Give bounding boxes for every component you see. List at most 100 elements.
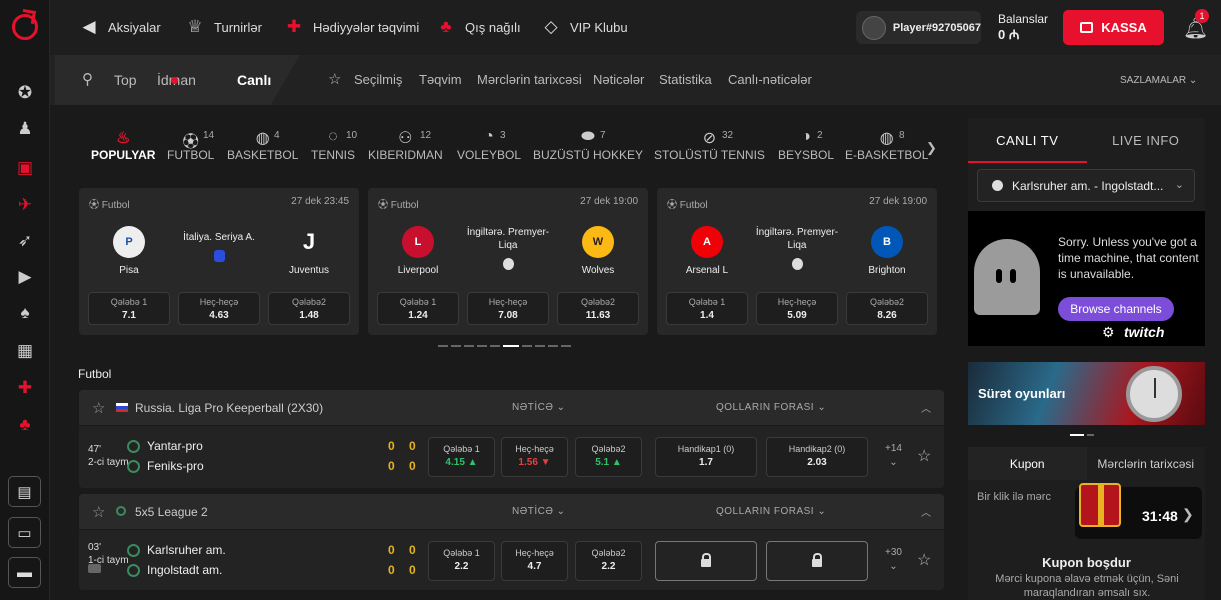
speed-games-banner[interactable]: Sürət oyunları [968, 362, 1205, 425]
odd-button[interactable]: Heç-heçə 4.63 [178, 292, 260, 325]
nav-winter-tale[interactable]: ♣ Qış nağılı [435, 17, 520, 37]
settings-menu[interactable]: SAZLAMALAR ⌄ [1120, 75, 1198, 86]
poker-icon[interactable]: ♠ [20, 303, 30, 322]
tab-live-info[interactable]: LIVE INFO [1112, 133, 1180, 148]
id-card-icon[interactable]: ▤ [8, 476, 41, 507]
chevron-up-icon[interactable]: ︿ [921, 508, 931, 519]
featured-match-card[interactable]: ⚽︎ Futbol 27 dek 19:00 A Arsenal L İngiltə… [657, 188, 937, 335]
tab-coupon[interactable]: Kupon [968, 447, 1087, 480]
tab-coupon-history[interactable]: Mərclərin tarixcəsi [1097, 457, 1195, 471]
wallet-icon[interactable]: ▬ [8, 557, 41, 588]
result-column[interactable]: NƏTİCƏ ⌄ [512, 402, 566, 413]
chevron-up-icon[interactable]: ︿ [921, 404, 931, 415]
new-games-icon[interactable]: ▣ [16, 158, 34, 177]
one-click-bet-label[interactable]: Bir klik ilə mərc [977, 491, 1051, 503]
banner-pager[interactable] [1070, 434, 1094, 436]
odd-button[interactable]: Heç-heçə 4.7 [501, 541, 568, 581]
odd-button[interactable]: Qələbə2 2.2 [575, 541, 642, 581]
sport-tennis[interactable]: ◌ 10 TENNIS [311, 128, 358, 162]
sport-esports[interactable]: ⚇ 12 KIBERIDMAN [368, 130, 443, 162]
live-casino-icon[interactable]: ♟ [17, 119, 33, 138]
nav-gift-calendar[interactable]: ✚ Hədiyyələr təqvimi [283, 17, 419, 37]
sport-basketball[interactable]: ◍ 4 BASKETBOL [227, 130, 299, 162]
brand-logo[interactable] [12, 14, 38, 40]
kassa-button[interactable]: KASSA [1063, 10, 1164, 45]
odd-button[interactable]: Heç-heçə 5.09 [756, 292, 838, 325]
chat-icon[interactable]: ▭ [8, 517, 41, 548]
locked-market [655, 541, 757, 581]
premier-league-icon [502, 258, 514, 270]
nav-promotions[interactable]: ◀ Aksiyalar [78, 17, 160, 37]
tab-live-tv[interactable]: CANLI TV [968, 118, 1087, 163]
away-team: W Wolves [563, 226, 633, 276]
rocket-icon[interactable]: ➶ [17, 231, 33, 250]
casino-icon[interactable]: ✪ [17, 83, 33, 102]
handicap-button[interactable]: Handikap1 (0) 1.7 [655, 437, 757, 477]
event-row[interactable]: 47' 2-ci taym Yantar-pro Feniks-pro 0 0 0… [79, 426, 944, 488]
handicap-button[interactable]: Handikap2 (0) 2.03 [766, 437, 868, 477]
featured-match-card[interactable]: ⚽︎ Futbol 27 dek 23:45 P Pisa İtaliya. Ser… [79, 188, 359, 335]
nav-vip-club[interactable]: ◇ VIP Klubu [540, 17, 627, 37]
tab-calendar[interactable]: Təqvim [419, 72, 462, 87]
league-header[interactable]: ☆ 5x5 League 2 NƏTİCƏ ⌄ QOLLARIN FORASI … [79, 494, 944, 529]
result-column[interactable]: NƏTİCƏ ⌄ [512, 506, 566, 517]
tv-games-icon[interactable]: ▶ [18, 267, 32, 286]
more-markets[interactable]: +14 ⌄ [885, 443, 902, 468]
odd-button[interactable]: Qələbə2 11.63 [557, 292, 639, 325]
sport-popular[interactable]: ♨ POPULYAR [91, 130, 156, 162]
tab-results[interactable]: Nəticələr [593, 72, 645, 87]
browse-channels-button[interactable]: Browse channels [1058, 297, 1174, 321]
handicap-column[interactable]: QOLLARIN FORASI ⌄ [716, 402, 827, 413]
star-icon[interactable]: ☆ [917, 552, 932, 569]
balance[interactable]: Balanslar 0 ₼ [998, 12, 1049, 42]
sport-table-tennis[interactable]: ⊘ 32 STOLÜSTÜ TENNIS [654, 130, 765, 162]
star-icon[interactable]: ☆ [92, 504, 106, 521]
event-row[interactable]: 03' 1-ci taym Karlsruher am. Ingolstadt a… [79, 530, 944, 590]
tab-bet-history[interactable]: Mərclərin tarixcəsi [477, 72, 582, 87]
player-profile[interactable]: Player#92705067 [856, 11, 981, 44]
pisa-crest-icon: P [113, 226, 145, 258]
odd-button[interactable]: Qələbə 1 4.15 ▲ [428, 437, 495, 477]
tree-icon[interactable]: ♣ [19, 415, 31, 434]
odd-button[interactable]: Qələbə2 8.26 [846, 292, 928, 325]
bingo-icon[interactable]: ▦ [16, 341, 34, 360]
sport-volleyball[interactable]: ◔ 3 VOLEYBOL [457, 128, 522, 162]
odd-button[interactable]: Qələbə 1 7.1 [88, 292, 170, 325]
odd-button[interactable]: Qələbə2 1.48 [268, 292, 350, 325]
tv-icon[interactable] [88, 564, 101, 573]
star-icon[interactable]: ☆ [917, 448, 932, 465]
league-header[interactable]: ☆ Russia. Liga Pro Keeperball (2X30) NƏT… [79, 390, 944, 425]
tab-live[interactable]: Canlı [237, 72, 272, 88]
channel-select[interactable]: Karlsruher am. - Ingolstadt... ⌄ [977, 169, 1195, 202]
odd-button[interactable]: Qələbə 1 2.2 [428, 541, 495, 581]
video-player[interactable]: Sorry. Unless you've got a time machine,… [968, 211, 1205, 346]
chevron-right-icon[interactable]: ❯ [926, 140, 937, 155]
tab-favorites[interactable]: Seçilmiş [354, 72, 403, 87]
sport-football[interactable]: ⚽︎ 14 FUTBOL [167, 130, 215, 162]
sport-ice-hockey[interactable]: ⬬ 7 BUZÜSTÜ HOKKEY [533, 128, 644, 162]
odd-button[interactable]: Heç-heçə 1.56 ▼ [501, 437, 568, 477]
featured-match-card[interactable]: ⚽︎ Futbol 27 dek 19:00 L Liverpool İngiltə… [368, 188, 648, 335]
star-icon[interactable]: ☆ [328, 71, 342, 88]
nav-tournaments[interactable]: ♕ Turnirlər [184, 17, 262, 37]
gift-timer-widget[interactable]: 31:48 ❯ [1075, 483, 1202, 539]
sport-baseball[interactable]: ◑ 2 BEYSBOL [778, 128, 835, 162]
odd-button[interactable]: Qələbə2 5.1 ▲ [575, 437, 642, 477]
sport-e-basketball[interactable]: ◍ 8 E-BASKETBOL [845, 130, 929, 162]
more-markets[interactable]: +30 ⌄ [885, 547, 902, 572]
odd-button[interactable]: Qələbə 1 1.24 [377, 292, 459, 325]
star-icon[interactable]: ☆ [92, 400, 106, 417]
gift-icon[interactable]: ✚ [17, 378, 33, 397]
gear-icon[interactable]: ⚙ [1102, 324, 1115, 340]
tab-statistics[interactable]: Statistika [659, 72, 712, 87]
tab-top[interactable]: Top [114, 72, 137, 88]
volleyball-icon: ◔ [484, 128, 494, 145]
carousel-pager[interactable] [438, 345, 571, 347]
odd-button[interactable]: Qələbə 1 1.4 [666, 292, 748, 325]
search-icon[interactable]: ⚲ [82, 71, 93, 88]
aviator-icon[interactable]: ✈ [17, 195, 33, 214]
odd-button[interactable]: Heç-heçə 7.08 [467, 292, 549, 325]
handicap-column[interactable]: QOLLARIN FORASI ⌄ [716, 506, 827, 517]
notifications-bell-icon[interactable]: 🔔︎ 1 [1183, 9, 1209, 40]
tab-live-results[interactable]: Canlı-nəticələr [728, 72, 812, 87]
